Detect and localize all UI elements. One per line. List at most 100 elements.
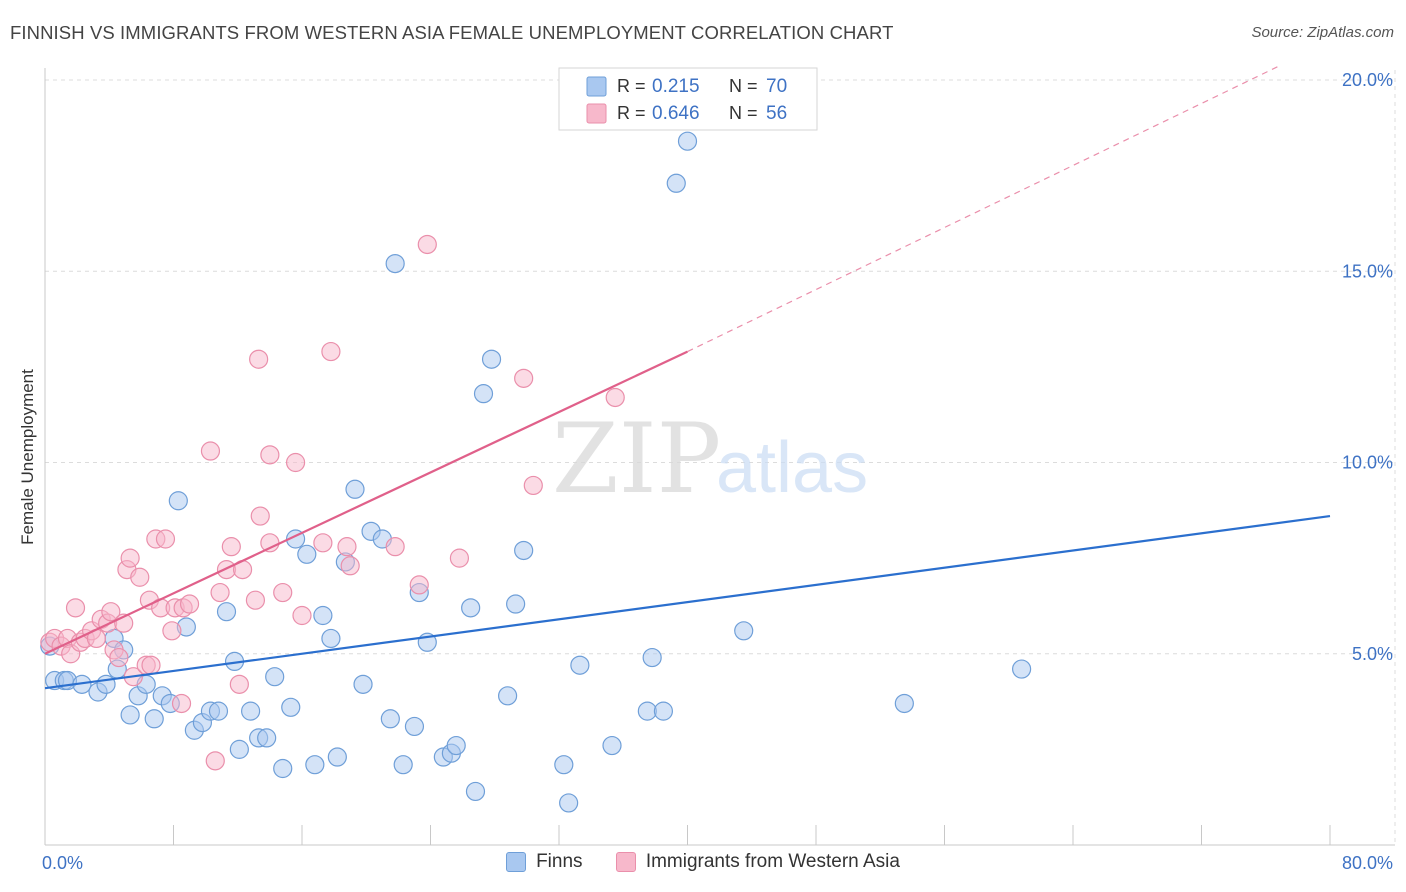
finns-point	[554, 755, 574, 775]
stats-legend-swatch	[586, 103, 607, 124]
stats-n-label: N =	[729, 103, 758, 123]
y-tick-label: 5.0%	[1352, 644, 1393, 664]
y-axis-label: Female Unemployment	[18, 369, 37, 545]
finns-point	[313, 605, 333, 626]
trend-lines	[44, 64, 1331, 690]
axes	[44, 68, 1395, 846]
y-tick-label: 10.0%	[1342, 453, 1393, 473]
immigrants-point	[249, 349, 269, 369]
finns-point	[273, 758, 293, 779]
legend-swatch-immigrants	[615, 852, 636, 872]
immigrants-point	[409, 575, 429, 595]
finns-point	[385, 254, 405, 274]
immigrants-point	[130, 567, 150, 587]
immigrants-point	[523, 475, 543, 496]
legend-label-finns: Finns	[536, 851, 583, 872]
immigrants-point	[109, 647, 129, 668]
x-tick-label: 0.0%	[42, 853, 83, 873]
finns-point	[120, 705, 140, 725]
finns-point	[570, 655, 590, 675]
finns-point	[666, 173, 686, 193]
watermark-zip: ZIP	[552, 403, 721, 515]
finns-point	[559, 793, 579, 813]
immigrants-point	[210, 582, 230, 603]
finns-point	[602, 735, 622, 756]
finns-point	[241, 701, 261, 721]
stats-n-value: 56	[766, 103, 787, 124]
finns-point	[393, 755, 413, 775]
finns-point	[506, 594, 526, 614]
immigrants-point	[162, 621, 182, 641]
finns-point	[257, 728, 277, 748]
immigrants-point	[449, 548, 470, 568]
stats-r-label: R =	[617, 103, 646, 123]
stats-n-label: N =	[729, 76, 758, 96]
finns-point	[168, 491, 188, 511]
finns-trend-line	[44, 514, 1331, 690]
immigrants-point	[120, 548, 140, 568]
watermark-atlas: atlas	[716, 428, 868, 508]
stats-r-value: 0.215	[652, 76, 700, 97]
immigrants-point	[200, 441, 221, 461]
finns-point	[473, 384, 494, 404]
legend-item-finns[interactable]: Finns	[506, 851, 583, 873]
finns-point	[461, 598, 481, 618]
finns-point	[345, 479, 365, 499]
legend-label-immigrants: Immigrants from Western Asia	[645, 851, 900, 872]
immigrants-point	[155, 529, 176, 549]
finns-point	[637, 701, 657, 721]
finns-point	[1011, 659, 1032, 679]
y-tick-label: 20.0%	[1342, 70, 1393, 90]
source-credit: Source: ZipAtlas.com	[1251, 24, 1394, 41]
immigrants-point	[250, 506, 270, 526]
finns-point	[208, 701, 229, 721]
stats-r-label: R =	[617, 76, 646, 96]
immigrants-point	[417, 234, 437, 255]
immigrants-point	[141, 655, 161, 675]
legend-item-immigrants[interactable]: Immigrants from Western Asia	[615, 851, 900, 873]
immigrants-point	[229, 674, 249, 694]
immigrants-point	[273, 582, 293, 603]
stats-n-value: 70	[766, 76, 787, 97]
immigrants-point	[179, 594, 200, 614]
finns-point	[734, 621, 754, 641]
immigrants-point	[260, 445, 280, 465]
finns-point	[481, 349, 502, 369]
immigrants-point	[221, 537, 241, 557]
immigrants-point	[285, 452, 306, 473]
immigrants-point	[514, 368, 534, 388]
immigrants-point	[321, 341, 341, 362]
chart-title: FINNISH VS IMMIGRANTS FROM WESTERN ASIA …	[10, 22, 894, 43]
immigrants-point	[245, 590, 266, 610]
finns-point	[498, 686, 518, 706]
finns-point	[653, 701, 674, 721]
y-tick-label: 15.0%	[1342, 261, 1393, 281]
finns-point	[297, 544, 317, 564]
x-tick-label: 80.0%	[1342, 853, 1393, 873]
finns-point	[677, 131, 698, 151]
stats-r-value: 0.646	[652, 103, 700, 124]
finns-point	[144, 709, 164, 729]
finns-point	[321, 628, 341, 649]
finns-point	[281, 697, 301, 717]
immigrants-point	[605, 387, 625, 408]
immigrants-point	[337, 537, 357, 557]
immigrants-point	[205, 751, 225, 771]
immigrants-point	[65, 598, 86, 618]
series-legend: Finns Immigrants from Western Asia	[0, 851, 1406, 878]
immigrants-point	[340, 556, 360, 576]
finns-point	[894, 693, 914, 714]
finns-point	[642, 647, 662, 668]
data-points	[40, 131, 1032, 813]
finns-point	[465, 781, 486, 802]
finns-point	[514, 540, 534, 561]
finns-point	[229, 739, 249, 759]
finns-point	[446, 735, 466, 756]
finns-point	[216, 602, 237, 622]
stats-legend: R = 0.215 N = 70 R = 0.646 N = 56	[558, 67, 818, 131]
finns-point	[327, 747, 347, 767]
tick-labels: 5.0% 10.0% 15.0% 20.0% 0.0% 80.0% Female Unemp…	[18, 70, 1393, 873]
immigrants-point	[385, 537, 405, 557]
